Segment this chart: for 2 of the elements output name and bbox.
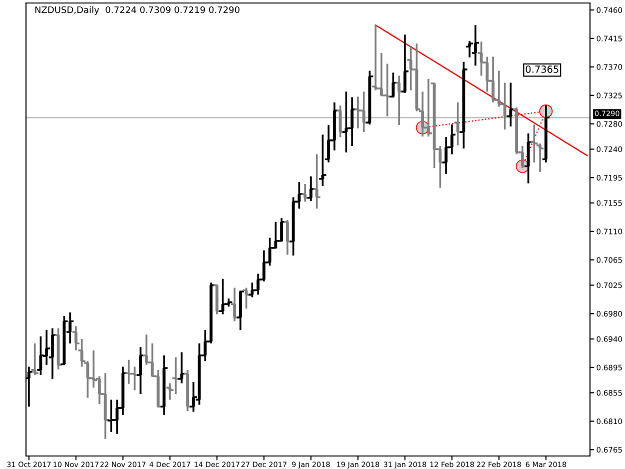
annotation: 0.7365 [526, 66, 558, 73]
chart-title: NZDUSD,Daily 0.7224 0.7309 0.7219 0.7290 [35, 6, 240, 15]
